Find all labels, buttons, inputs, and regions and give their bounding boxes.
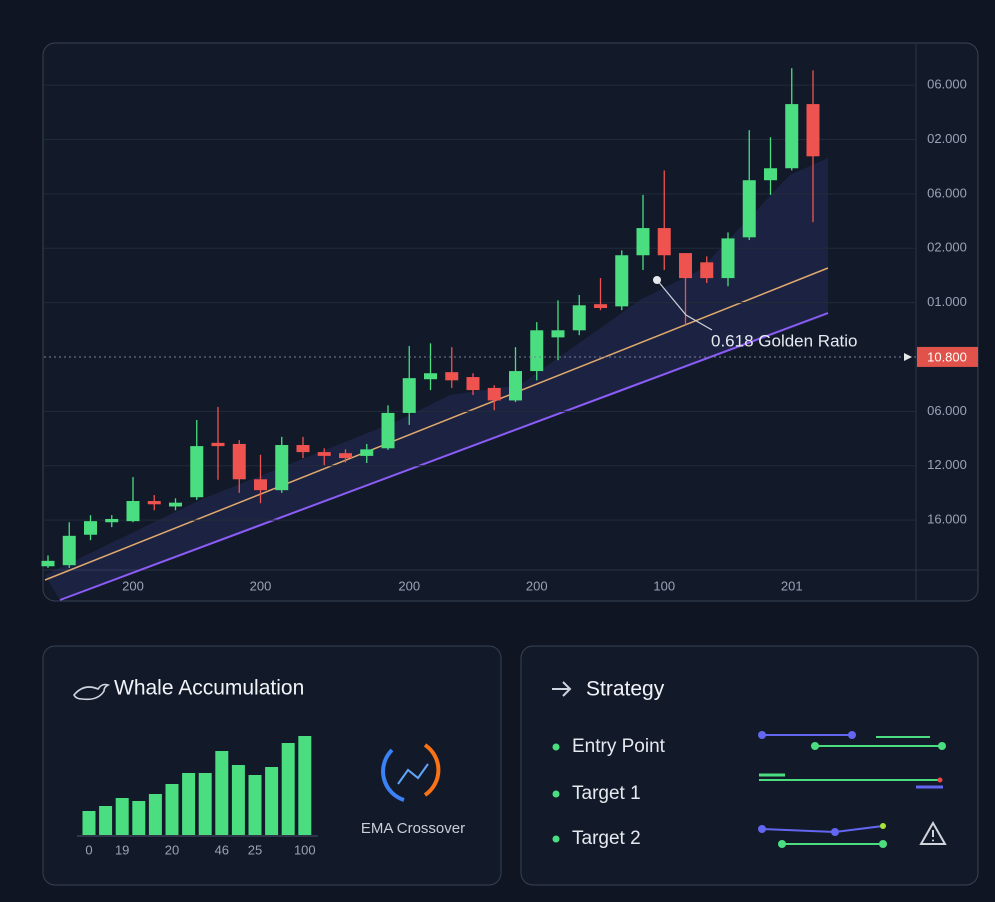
bar: [281, 743, 295, 835]
candle-body: [572, 305, 586, 331]
bar: [248, 775, 262, 835]
price-badge: [917, 346, 978, 367]
candle-body: [806, 104, 820, 157]
annotation: 0.618 Golden Ratio: [711, 331, 858, 350]
bar: [148, 794, 162, 835]
annotation-leader: [656, 279, 713, 331]
whale-icon: [73, 683, 111, 701]
candle-body: [530, 330, 544, 372]
candle-body: [381, 412, 395, 449]
whale-title: Whale Accumulation: [114, 677, 304, 700]
bar: [165, 784, 179, 835]
bar: [82, 811, 96, 835]
bar: [298, 736, 312, 835]
y-tick-label: 01.000: [927, 294, 967, 309]
x-tick-label: 0: [85, 842, 92, 857]
candle-body: [105, 518, 119, 523]
strategy-glyphs: [758, 731, 947, 848]
x-tick-label: 200: [526, 578, 548, 593]
bar: [265, 767, 279, 835]
candle-body: [679, 253, 692, 279]
candle-body: [721, 238, 735, 279]
candle-body: [62, 535, 76, 566]
candle-body: [232, 443, 246, 480]
strategy-title: Strategy: [586, 678, 665, 701]
x-tick-label: 100: [653, 578, 675, 593]
candle-body: [126, 501, 140, 522]
ema-icon: [381, 743, 441, 802]
candle-body: [466, 377, 480, 391]
candle-body: [360, 449, 374, 456]
candle-body: [41, 560, 55, 567]
candle-body: [254, 479, 267, 491]
candle-body: [636, 228, 650, 256]
x-tick-label: 25: [248, 842, 262, 857]
candle-body: [445, 372, 459, 381]
bar: [231, 765, 245, 835]
candle-body: [402, 378, 416, 413]
y-tick-label: 06.000: [927, 77, 967, 92]
strategy-panel: [520, 645, 979, 886]
candle-body: [339, 453, 352, 459]
candle-body: [509, 371, 522, 401]
x-tick-label: 20: [165, 842, 179, 857]
y-tick-label: 02.000: [927, 240, 967, 255]
candle-body: [296, 445, 310, 453]
price-pointer: [904, 352, 912, 361]
bar: [198, 773, 212, 835]
candle-body: [551, 330, 565, 338]
x-tick-label: 19: [115, 842, 129, 857]
candle-body: [742, 180, 756, 238]
x-tick-label: 46: [215, 842, 229, 857]
candle-body: [84, 521, 97, 535]
indicator-label: EMA Crossover: [361, 820, 465, 837]
y-tick-label: 02.000: [927, 131, 967, 146]
strategy-item: Target 1: [572, 783, 641, 804]
fib-line: [44, 267, 829, 581]
x-tick-label: 200: [398, 578, 420, 593]
ema-area: [45, 158, 828, 600]
x-tick-label: 100: [294, 842, 316, 857]
bar: [132, 801, 146, 835]
candle-body: [700, 262, 714, 279]
bar: [215, 751, 229, 835]
bar: [99, 806, 113, 835]
candle-body: [785, 104, 799, 169]
x-tick-label: 201: [781, 578, 803, 593]
x-tick-label: 200: [250, 578, 272, 593]
candle-body: [211, 442, 225, 447]
strategy-item: Target 2: [572, 828, 641, 849]
strategy-item: Entry Point: [572, 736, 666, 757]
y-tick-label: 16.000: [927, 512, 967, 527]
bar: [182, 773, 196, 835]
candle-body: [275, 445, 289, 491]
annotation-dot: [653, 276, 661, 284]
bullet: [552, 790, 560, 798]
candle-body: [487, 387, 501, 401]
candle-body: [424, 373, 437, 380]
y-tick-label: 06.000: [927, 403, 967, 418]
candle-body: [169, 502, 182, 507]
candle-body: [615, 255, 629, 307]
trend-line: [59, 312, 829, 601]
y-tick-label: 12.000: [927, 457, 967, 472]
candle-body: [657, 228, 671, 256]
candle-body: [317, 452, 331, 456]
arrow-icon: [552, 681, 572, 697]
current-price-label: 10.800: [927, 349, 967, 364]
bullet: [552, 743, 560, 751]
bullet: [552, 835, 560, 843]
x-tick-label: 200: [122, 578, 144, 593]
candle-body: [594, 304, 607, 308]
y-tick-label: 06.000: [927, 185, 967, 200]
bar: [115, 798, 129, 835]
candle-body: [190, 446, 204, 498]
candle-body: [147, 501, 161, 505]
candle-body: [764, 168, 777, 181]
